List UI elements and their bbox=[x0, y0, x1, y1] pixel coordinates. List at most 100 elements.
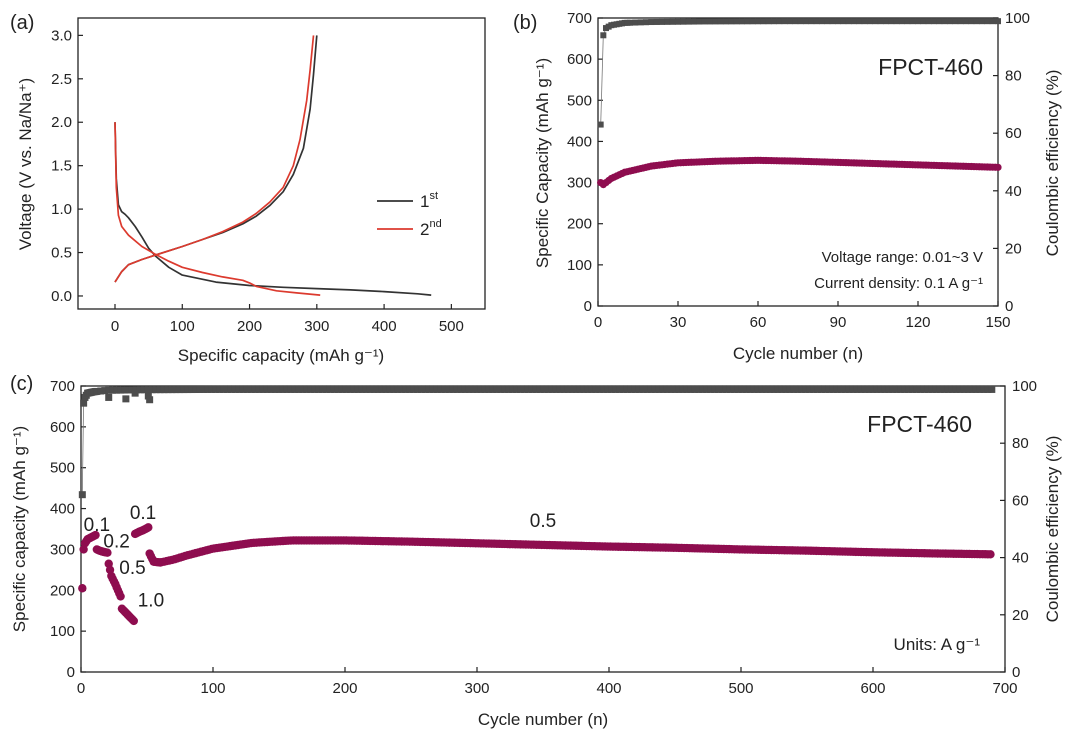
ce-point bbox=[818, 385, 826, 393]
ce-point bbox=[433, 385, 441, 393]
capacity-point bbox=[144, 523, 153, 532]
ce-point bbox=[596, 385, 604, 393]
ce-point bbox=[224, 385, 232, 393]
ce-point bbox=[936, 385, 944, 393]
ce-point bbox=[295, 385, 303, 393]
ce-outlier-point bbox=[122, 395, 130, 403]
ce-point bbox=[808, 18, 815, 25]
ce-point bbox=[893, 385, 901, 393]
ce-point bbox=[544, 385, 552, 393]
ce-point bbox=[552, 385, 560, 393]
y-left-tick-label: 200 bbox=[567, 216, 592, 233]
ce-point bbox=[152, 386, 160, 394]
ce-point bbox=[148, 386, 156, 394]
ce-point bbox=[299, 385, 307, 393]
ce-point bbox=[164, 386, 172, 394]
ce-point bbox=[980, 385, 988, 393]
ce-point bbox=[920, 18, 927, 25]
ce-point bbox=[612, 385, 620, 393]
ce-point bbox=[627, 19, 633, 26]
ce-point bbox=[576, 385, 584, 393]
ce-point bbox=[326, 385, 334, 393]
ce-point bbox=[707, 18, 713, 25]
ce-point bbox=[513, 385, 521, 393]
ce-point bbox=[979, 18, 985, 25]
ce-point bbox=[696, 18, 703, 25]
ce-point bbox=[243, 385, 251, 393]
ce-point bbox=[765, 18, 772, 25]
ce-point bbox=[536, 385, 544, 393]
x-tick-label: 500 bbox=[728, 680, 753, 697]
y-left-tick-label: 400 bbox=[50, 501, 75, 518]
x-tick-label: 700 bbox=[992, 680, 1017, 697]
ce-point bbox=[188, 386, 196, 394]
ce-point bbox=[517, 385, 525, 393]
ce-point bbox=[840, 18, 847, 25]
ce-point bbox=[742, 385, 750, 393]
ce-point bbox=[873, 385, 881, 393]
y-left-tick-label: 0 bbox=[67, 664, 75, 681]
ce-point bbox=[548, 385, 556, 393]
ce-point bbox=[872, 18, 879, 25]
ce-point bbox=[685, 18, 692, 25]
ce-point bbox=[867, 18, 873, 25]
panel-b-note-current: Current density: 0.1 A g⁻¹ bbox=[814, 275, 983, 292]
y-right-tick-label: 100 bbox=[1005, 10, 1030, 27]
panel-c-points bbox=[78, 385, 996, 626]
ce-point bbox=[287, 385, 295, 393]
ce-point bbox=[398, 385, 406, 393]
ce-point bbox=[449, 385, 457, 393]
ce-point bbox=[402, 385, 410, 393]
ce-line bbox=[81, 388, 992, 495]
ce-point bbox=[524, 385, 532, 393]
ce-point bbox=[829, 18, 836, 25]
ce-point bbox=[803, 18, 809, 25]
ce-point bbox=[469, 385, 477, 393]
ce-point bbox=[497, 385, 505, 393]
y-left-tick-label: 300 bbox=[50, 541, 75, 558]
ce-point bbox=[493, 385, 501, 393]
ce-point bbox=[671, 385, 679, 393]
ce-point bbox=[781, 18, 788, 25]
ce-point bbox=[172, 386, 180, 394]
legend-label-1st: 1st bbox=[420, 190, 438, 211]
ce-point bbox=[592, 385, 600, 393]
ce-point bbox=[239, 385, 247, 393]
y-right-tick-label: 20 bbox=[1012, 607, 1029, 624]
ce-point bbox=[814, 385, 822, 393]
ce-point bbox=[885, 385, 893, 393]
panel-c-units-note: Units: A g⁻¹ bbox=[894, 635, 981, 654]
ce-point bbox=[877, 18, 884, 25]
ce-point bbox=[861, 18, 868, 25]
ce-point bbox=[758, 385, 766, 393]
ce-point bbox=[723, 18, 729, 25]
ce-point bbox=[334, 385, 342, 393]
ce-point bbox=[346, 385, 354, 393]
ce-point bbox=[80, 399, 88, 407]
ce-point bbox=[861, 385, 869, 393]
ce-point bbox=[889, 385, 897, 393]
ce-point bbox=[275, 385, 283, 393]
ce-point bbox=[675, 385, 683, 393]
ce-point bbox=[770, 385, 778, 393]
ce-point bbox=[358, 385, 366, 393]
x-tick-label: 120 bbox=[905, 314, 930, 331]
ce-point bbox=[441, 385, 449, 393]
ce-point bbox=[616, 385, 624, 393]
panel-c: (c) 0 100 200 300 400 500 600 70001002003004005… bbox=[10, 373, 1062, 729]
ce-point bbox=[608, 385, 616, 393]
ce-point bbox=[485, 385, 493, 393]
ce-point bbox=[952, 385, 960, 393]
ce-point bbox=[915, 18, 921, 25]
ce-point bbox=[833, 385, 841, 393]
ce-point bbox=[653, 18, 660, 25]
ce-point bbox=[251, 385, 259, 393]
ce-point bbox=[255, 385, 263, 393]
x-tick-label: 100 bbox=[170, 318, 195, 335]
ce-point bbox=[940, 385, 948, 393]
capacity-point bbox=[78, 584, 87, 593]
panel-a-ticks: 0 100 200 300 400 500 0.0 0.5 1.0 1.5 2.0 2.5 3.0 bbox=[51, 27, 464, 335]
panel-b-ylabel-right: Coulombic efficiency (%) bbox=[1043, 70, 1062, 257]
ce-point bbox=[877, 385, 885, 393]
ce-point bbox=[584, 385, 592, 393]
